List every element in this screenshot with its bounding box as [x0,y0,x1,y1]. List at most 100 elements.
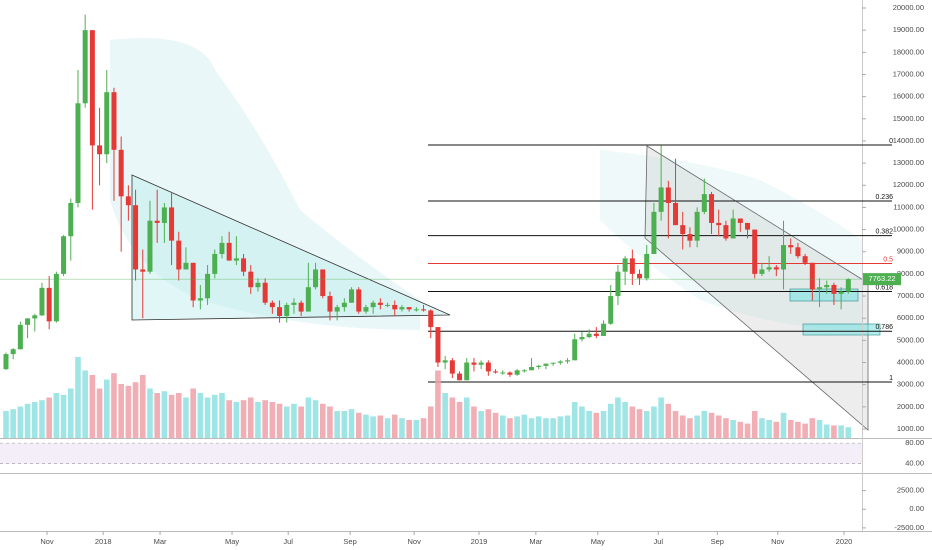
candle-body [305,287,311,312]
candle-body [298,302,304,312]
candle-body [68,202,74,237]
x-tick-label: Nov [771,537,785,546]
candle-body [550,362,556,364]
volume-bar [492,412,499,438]
last-price-label: 7763.22 [868,274,895,283]
volume-bar [636,409,643,438]
volume-bar [132,382,139,438]
volume-bar [60,394,67,438]
candle-body [601,323,607,336]
candle-body [802,256,808,263]
volume-bar [456,402,463,438]
candle-body [637,273,643,279]
fib-label: 0.5 [883,256,893,263]
volume-bar [190,388,196,438]
volume-bar [442,393,448,438]
volume-bar [183,397,189,438]
candle-body [485,362,491,372]
volume-bar [197,393,204,438]
volume-bar [341,411,348,438]
volume-bar [17,406,24,438]
y-tick-label: 14000.00 [893,136,924,145]
candle-body [579,337,585,340]
candle-body [219,242,225,254]
fib-label: 0 [889,138,893,145]
volume-bar [262,400,268,438]
x-tick-label: May [225,537,239,546]
volume-bar [665,403,672,438]
volume-bar [413,420,420,438]
candle-body [817,287,823,290]
candle-body [349,289,355,303]
candle-body [745,222,751,230]
volume-bar [550,418,556,438]
volume-bar [46,397,52,438]
x-tick-label: Jul [653,537,663,546]
volume-bar [247,397,254,438]
y-tick-label: 7000.00 [897,291,924,300]
candle-body [471,362,477,365]
volume-bar [391,414,398,438]
candle-body [507,372,513,375]
candle-body [435,327,441,363]
volume-bar [744,423,751,438]
volume-bar [449,397,456,438]
y-tick-label: 10000.00 [893,225,924,234]
volume-bar [543,418,549,438]
candle-body [154,220,160,223]
volume-bar [622,402,628,438]
x-tick-label: Mar [529,537,542,546]
volume-bar [600,411,607,438]
candle-body [363,307,369,312]
macd-tick-label: 2500.00 [897,486,924,495]
candle-body [313,269,319,288]
candle-body [118,149,124,197]
cloud [110,38,420,330]
volume-bar [276,403,283,438]
volume-bar [125,385,132,438]
y-tick-label: 16000.00 [893,92,924,101]
y-tick-label: 13000.00 [893,158,924,167]
rsi-tick-label: 80.00 [905,438,924,447]
candle-body [838,291,844,294]
candle-body [320,269,326,297]
candle-body [147,220,153,272]
candle-body [773,267,779,270]
candle-body [385,304,391,306]
volume-bar [672,411,679,438]
volume-bar [161,391,168,438]
volume-bar [384,418,391,438]
macd-tick-label: -2500.00 [894,523,924,532]
volume-bar [535,416,542,438]
candle-body [3,354,9,370]
candle-body [262,282,268,303]
volume-bar [283,406,290,438]
candle-body [572,339,578,361]
fib-retracement: 0 0.236 0.382 0.5 0.618 0.786 1 [428,138,893,383]
y-tick-label: 15000.00 [893,114,924,123]
candle-body [788,245,794,248]
y-tick-label: 9000.00 [897,247,924,256]
candle-body [737,218,743,223]
volume-bar [615,397,621,438]
candle-body [586,333,592,338]
candle-body [629,258,635,274]
y-tick-label: 19000.00 [893,25,924,34]
candle-body [370,302,376,308]
x-tick-label: Sep [343,537,356,546]
volume-bar [305,397,312,438]
x-tick-label: 2019 [471,537,488,546]
volume-bar [298,406,304,438]
volume-bar [399,418,405,438]
candle-body [392,304,398,310]
volume-bar [571,402,578,438]
candle-body [752,229,758,274]
volume-bar [564,415,571,438]
y-tick-label: 8000.00 [897,269,924,278]
candle-body [190,262,196,301]
volume-bar [427,406,434,438]
y-tick-label: 1000.00 [897,424,924,433]
x-tick-label: Nov [408,537,422,546]
x-tick-label: Nov [40,537,54,546]
candle-body [622,258,628,272]
